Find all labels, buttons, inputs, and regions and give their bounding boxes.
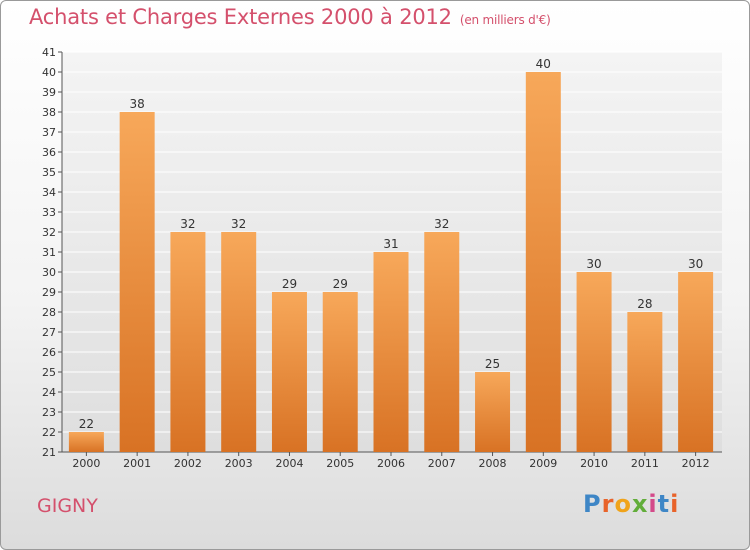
x-tick-label: 2007 — [428, 457, 456, 470]
x-tick-label: 2010 — [580, 457, 608, 470]
bar — [68, 432, 104, 452]
bar — [525, 72, 561, 452]
x-tick-label: 2008 — [479, 457, 507, 470]
logo-letter: t — [657, 490, 671, 518]
bar — [322, 292, 358, 452]
y-tick-label: 38 — [42, 106, 56, 119]
logo-letter: r — [601, 490, 615, 518]
data-label: 38 — [130, 97, 145, 111]
data-label: 22 — [79, 417, 94, 431]
y-tick-label: 41 — [42, 46, 56, 59]
logo-letter: i — [670, 490, 680, 518]
logo-letter: x — [631, 490, 649, 518]
data-label: 32 — [231, 217, 246, 231]
x-tick-label: 2004 — [275, 457, 303, 470]
y-tick-label: 24 — [42, 386, 56, 399]
y-tick-label: 27 — [42, 326, 56, 339]
logo-letter: i — [648, 490, 658, 518]
proxiti-logo: Proxiti — [583, 490, 679, 518]
x-tick-label: 2009 — [529, 457, 557, 470]
x-tick-label: 2011 — [631, 457, 659, 470]
data-label: 40 — [536, 57, 551, 71]
title-text: Achats et Charges Externes 2000 à 2012 — [29, 5, 452, 29]
data-label: 30 — [586, 257, 601, 271]
x-tick-label: 2001 — [123, 457, 151, 470]
x-tick-label: 2002 — [174, 457, 202, 470]
y-tick-label: 36 — [42, 146, 56, 159]
y-tick-label: 23 — [42, 406, 56, 419]
y-tick-label: 35 — [42, 166, 56, 179]
data-label: 28 — [637, 297, 652, 311]
commune-name: GIGNY — [37, 495, 98, 517]
x-tick-label: 2006 — [377, 457, 405, 470]
bar — [627, 312, 663, 452]
y-tick-label: 25 — [42, 366, 56, 379]
y-tick-label: 33 — [42, 206, 56, 219]
y-tick-label: 29 — [42, 286, 56, 299]
y-tick-label: 31 — [42, 246, 56, 259]
y-tick-label: 21 — [42, 446, 56, 459]
title-unit: (en milliers d'€) — [459, 13, 551, 27]
data-label: 32 — [434, 217, 449, 231]
logo-letter: P — [583, 490, 602, 518]
data-label: 29 — [282, 277, 297, 291]
y-tick-label: 28 — [42, 306, 56, 319]
y-tick-label: 26 — [42, 346, 56, 359]
bar — [373, 252, 409, 452]
data-label: 30 — [688, 257, 703, 271]
x-tick-label: 2005 — [326, 457, 354, 470]
data-label: 25 — [485, 357, 500, 371]
y-tick-label: 34 — [42, 186, 56, 199]
y-tick-label: 37 — [42, 126, 56, 139]
data-label: 32 — [180, 217, 195, 231]
y-tick-label: 22 — [42, 426, 56, 439]
bar — [170, 232, 206, 452]
bar — [678, 272, 714, 452]
data-label: 29 — [333, 277, 348, 291]
y-tick-label: 39 — [42, 86, 56, 99]
data-label: 31 — [383, 237, 398, 251]
logo-letter: o — [614, 490, 632, 518]
x-tick-label: 2003 — [225, 457, 253, 470]
bar — [221, 232, 257, 452]
bar — [576, 272, 612, 452]
y-tick-label: 32 — [42, 226, 56, 239]
y-tick-label: 40 — [42, 66, 56, 79]
chart-title: Achats et Charges Externes 2000 à 2012 (e… — [29, 5, 551, 29]
x-tick-label: 2000 — [72, 457, 100, 470]
bar — [424, 232, 460, 452]
bar — [475, 372, 511, 452]
x-tick-label: 2012 — [682, 457, 710, 470]
bar — [119, 112, 155, 452]
bar — [271, 292, 307, 452]
y-tick-label: 30 — [42, 266, 56, 279]
